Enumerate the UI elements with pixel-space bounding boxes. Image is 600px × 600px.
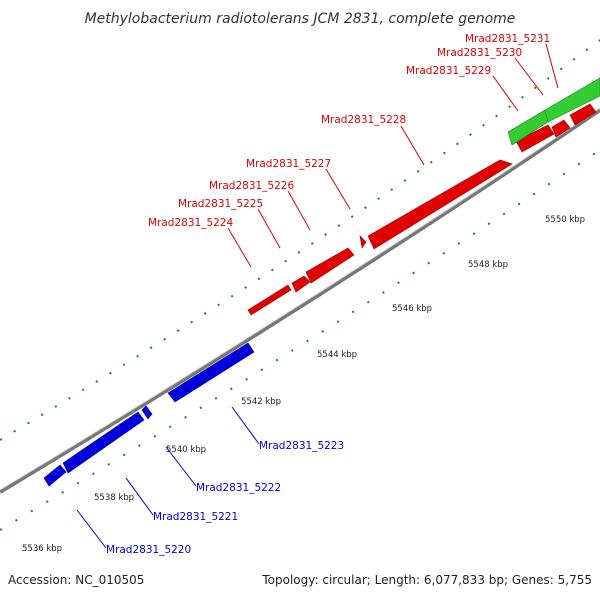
gene-label-mrad2831-5223[interactable]: Mrad2831_5223 <box>259 440 344 452</box>
leader-line-5228 <box>400 125 425 166</box>
gene-arrow-mrad2831-5231[interactable] <box>569 103 597 126</box>
leader-line-5227 <box>325 168 351 210</box>
genome-backbone-highlight <box>0 107 600 491</box>
gene-arrow-mrad2831-5228[interactable] <box>367 159 513 250</box>
gene-arrow-mrad2831-5221[interactable] <box>62 411 145 474</box>
reverse-gene-labels: Mrad2831_5220 Mrad2831_5221 Mrad2831_522… <box>76 406 344 556</box>
leader-line-5223 <box>231 406 260 445</box>
kbp-label-5536: 5536 kbp <box>22 544 62 554</box>
leader-line-5229 <box>492 75 519 112</box>
gene-arrow-mrad2831-5222[interactable] <box>141 405 153 420</box>
kbp-label-5538: 5538 kbp <box>94 493 134 503</box>
map-title: Methylobacterium radiotolerans JCM 2831,… <box>85 11 516 27</box>
leader-line-5225 <box>257 208 281 249</box>
kbp-label-5542: 5542 kbp <box>241 397 281 407</box>
leader-line-5231 <box>545 43 559 89</box>
forward-gene-labels: Mrad2831_5224 Mrad2831_5225 Mrad2831_522… <box>148 33 559 268</box>
gene-label-mrad2831-5227[interactable]: Mrad2831_5227 <box>246 158 331 170</box>
kbp-label-5546: 5546 kbp <box>392 304 432 314</box>
rna-gene-block-2[interactable] <box>544 77 600 123</box>
gene-label-mrad2831-5231[interactable]: Mrad2831_5231 <box>465 33 550 45</box>
gene-label-mrad2831-5228[interactable]: Mrad2831_5228 <box>321 114 406 126</box>
gene-label-mrad2831-5220[interactable]: Mrad2831_5220 <box>106 544 191 556</box>
leader-line-5222 <box>165 446 197 487</box>
gene-label-mrad2831-5224[interactable]: Mrad2831_5224 <box>148 217 233 229</box>
gene-label-mrad2831-5225[interactable]: Mrad2831_5225 <box>178 198 263 210</box>
gene-arrow-mrad2831-5224[interactable] <box>247 284 292 316</box>
genome-backbone <box>0 108 600 494</box>
gene-arrow-mrad2831-5226[interactable] <box>305 247 355 284</box>
gene-label-mrad2831-5226[interactable]: Mrad2831_5226 <box>209 180 294 192</box>
kbp-label-5544: 5544 kbp <box>317 350 357 360</box>
genome-summary: Topology: circular; Length: 6,077,833 bp… <box>262 573 592 587</box>
kbp-label-5548: 5548 kbp <box>468 260 508 270</box>
gene-arrow-mrad2831-5229[interactable] <box>515 124 555 153</box>
gene-arrow-mrad2831-5225[interactable] <box>291 275 311 293</box>
leader-line-5221 <box>125 477 154 516</box>
leader-line-5220 <box>76 509 107 549</box>
forward-genes <box>247 103 597 316</box>
gene-label-mrad2831-5230[interactable]: Mrad2831_5230 <box>437 47 522 59</box>
leader-line-5224 <box>227 227 252 268</box>
reverse-genes <box>43 342 255 487</box>
gene-label-mrad2831-5229[interactable]: Mrad2831_5229 <box>406 65 491 77</box>
kbp-label-5540: 5540 kbp <box>166 445 206 455</box>
gene-label-mrad2831-5222[interactable]: Mrad2831_5222 <box>196 482 281 494</box>
leader-line-5230 <box>514 57 544 96</box>
gene-arrow-mrad2831-5223[interactable] <box>167 342 255 403</box>
gene-arrow-mrad2831-5230[interactable] <box>551 119 571 138</box>
gene-arrow-mrad2831-5227[interactable] <box>359 235 367 249</box>
leader-line-5226 <box>287 190 311 231</box>
gene-arrow-mrad2831-5220[interactable] <box>43 464 67 487</box>
kbp-labels: 5536 kbp 5538 kbp 5540 kbp 5542 kbp 5544… <box>22 215 585 554</box>
gene-label-mrad2831-5221[interactable]: Mrad2831_5221 <box>153 511 238 523</box>
rna-genes <box>507 77 600 146</box>
kbp-label-5550: 5550 kbp <box>545 215 585 225</box>
accession-label: Accession: NC_010505 <box>8 573 145 587</box>
inner-tick-ring <box>0 149 600 531</box>
